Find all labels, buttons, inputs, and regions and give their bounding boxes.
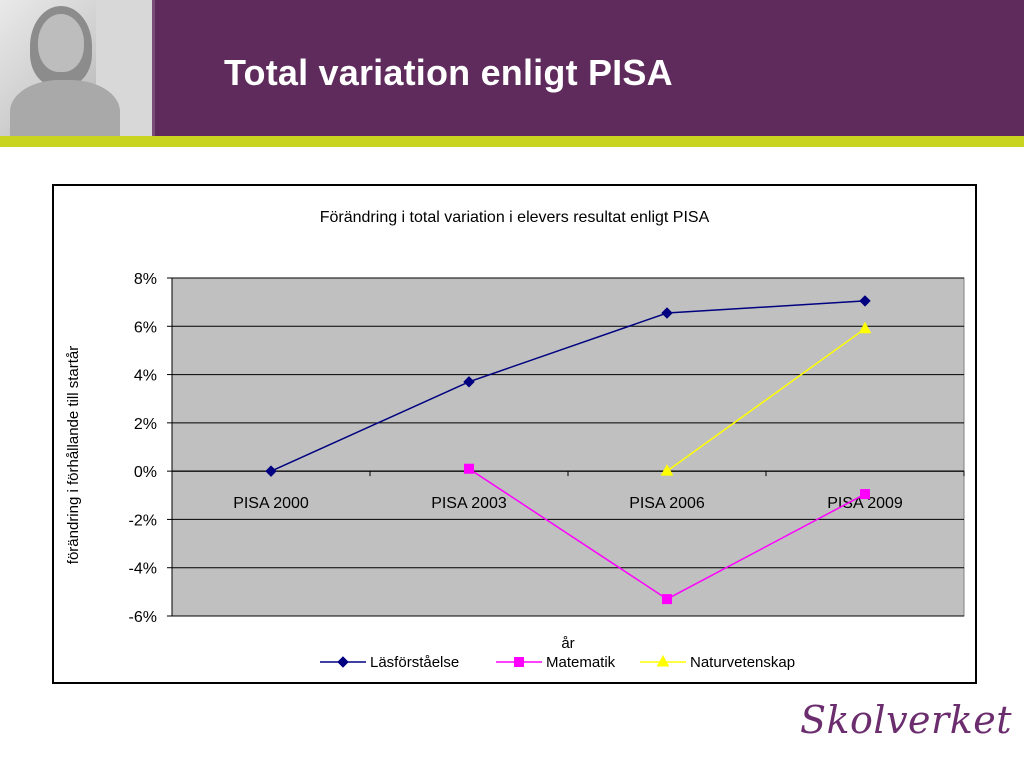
skolverket-logo: Skolverket: [800, 698, 1012, 742]
y-tick-label: 6%: [134, 319, 157, 336]
data-point-l-sf-rst-else: [265, 465, 277, 477]
legend-marker-naturvetenskap: [656, 654, 670, 667]
legend-label: Naturvetenskap: [690, 654, 795, 671]
y-tick-label: 4%: [134, 368, 157, 385]
chart-title: Förändring i total variation i elevers r…: [320, 209, 710, 226]
series-line-l-sf-rst-else: [270, 300, 866, 472]
data-point-naturvetenskap: [660, 464, 674, 476]
photo-body: [10, 80, 120, 136]
header-band: [0, 0, 1024, 136]
data-point-l-sf-rst-else: [661, 307, 673, 319]
y-axis-title: förändring i förhållande till startår: [65, 346, 82, 564]
y-tick-label: 0%: [134, 464, 157, 481]
x-axis-title: år: [561, 635, 574, 652]
x-tick-label: PISA 2009: [827, 495, 903, 512]
legend-marker-matematik: [514, 657, 524, 667]
data-point-l-sf-rst-else: [859, 295, 871, 307]
plot-area: [171, 277, 965, 617]
data-point-matematik: [860, 489, 870, 500]
y-tick-label: -2%: [129, 512, 157, 529]
photo-edge: [152, 0, 155, 136]
y-tick-label: -4%: [129, 561, 157, 578]
y-tick-label: 2%: [134, 416, 157, 433]
x-tick-label: PISA 2006: [629, 495, 705, 512]
slide-title: Total variation enligt PISA: [224, 52, 673, 93]
data-point-l-sf-rst-else: [463, 376, 475, 388]
chart-frame: Förändring i total variation i elevers r…: [52, 184, 977, 684]
accent-line: [0, 136, 1024, 147]
data-point-matematik: [464, 463, 474, 474]
data-point-matematik: [662, 594, 672, 605]
legend-label: Matematik: [546, 654, 616, 671]
x-tick-label: PISA 2000: [233, 495, 309, 512]
y-tick-label: -6%: [129, 609, 157, 626]
header-photo: [0, 0, 155, 136]
data-point-naturvetenskap: [858, 321, 872, 334]
series-line-naturvetenskap: [666, 328, 866, 472]
legend-label: Läsförståelse: [370, 654, 459, 671]
y-tick-label: 8%: [134, 271, 157, 288]
line-chart: Förändring i total variation i elevers r…: [65, 209, 965, 671]
x-tick-label: PISA 2003: [431, 495, 507, 512]
legend-marker-l-sf-rst-else: [337, 656, 349, 668]
photo-face: [38, 14, 84, 72]
